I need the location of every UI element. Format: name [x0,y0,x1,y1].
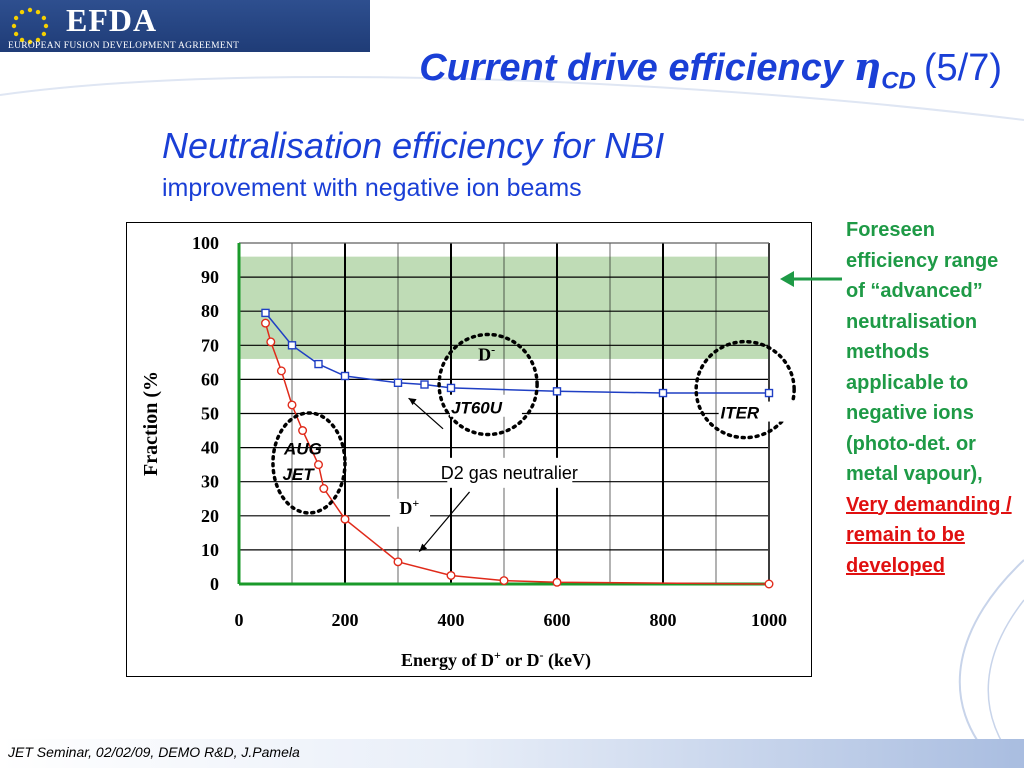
series-d-plus-line [264,322,770,585]
series-d-plus-point [340,514,350,524]
x-tick-label: 1000 [751,610,787,630]
y-tick-label: 90 [201,267,219,287]
d2-neutraliser-label: D2 gas neutralier [441,463,578,483]
footer-bar [0,739,1024,768]
series-d-plus-point [319,484,329,494]
series-d-minus-point [764,388,774,398]
y-tick-label: 50 [201,404,219,424]
title-counter: (5/7) [923,47,1002,89]
series-d-minus-point [420,380,429,389]
series-d-minus-point [340,371,350,381]
x-tick-label: 600 [544,610,571,630]
aug-label: AUG [283,439,322,458]
series-d-minus-point [261,308,270,318]
d2-pointer-lower [418,491,471,552]
x-tick-label: 0 [235,610,244,630]
y-tick-label: 70 [201,335,219,355]
series-d-plus-point [276,366,286,376]
y-tick-label: 60 [201,369,219,389]
title-symbol: η [853,44,882,89]
series-d-plus-point [313,460,323,470]
title-subscript: CD [881,67,916,95]
logo-text: EFDA [66,2,158,38]
side-note: Foreseen efficiency range of “advanced” … [846,215,1021,581]
d2-pointer-lower-head [419,543,428,552]
y-tick-label: 100 [192,233,219,253]
series-d-plus-point [499,576,509,586]
series-d-plus-point [298,426,308,436]
series-d-plus-point [287,400,297,410]
y-tick-label: 30 [201,472,219,492]
iter-label: ITER [720,404,759,423]
series-d-plus-point [552,577,562,587]
d2-pointer-upper-head [408,398,417,406]
title-main: Current drive efficiency [419,47,854,89]
series-d-minus-point [287,341,297,350]
efda-logo: EFDA EUROPEAN FUSION DEVELOPMENT AGREEME… [0,0,370,52]
jet-label: JET [282,465,315,484]
y-tick-label: 20 [201,506,219,526]
jt60u-label: JT60U [451,399,503,418]
series-d-minus-point [658,388,668,398]
footer-text: JET Seminar, 02/02/09, DEMO R&D, J.Pamel… [8,744,300,760]
x-axis-title: Energy of D+ or D- (keV) [401,648,591,671]
side-note-text: Foreseen efficiency range of “advanced” … [846,219,999,485]
d2-label-bg [447,457,573,488]
d2-pointer-upper [408,397,444,430]
series-d-minus-line [264,312,769,394]
eu-stars-icon [11,7,49,45]
y-tick-label: 80 [201,301,219,321]
band-arrow [780,271,842,287]
x-tick-label: 400 [438,610,465,630]
series-label-d-plus-bg [390,498,431,527]
iter-circle [694,339,796,440]
series-d-plus-point [393,557,403,567]
section-heading: Neutralisation efficiency for NBI [162,125,665,166]
jt60u-circle [437,332,539,437]
x-tick-label: 200 [332,610,359,630]
y-axis-title: Fraction (% [140,371,162,476]
section-subheading: improvement with negative ion beams [162,174,582,202]
side-note-warning: Very demanding / remain to be developed [846,493,1012,577]
series-d-plus-point [764,579,774,589]
chart-frame: 0 10 20 30 40 50 60 70 80 90 100 0 200 400 600 800 1000 E… [126,222,812,677]
y-tick-label: 0 [210,574,219,594]
series-label-d-minus: D- [478,343,495,365]
iter-label-bg [718,401,801,422]
series-label-d-plus: D+ [399,496,419,518]
slide-title: Current drive efficiency ηCD (5/7) [419,44,1002,96]
series-d-minus-point [446,383,456,393]
y-tick-label: 10 [201,540,219,560]
jt60u-label-bg [449,394,522,417]
band-arrow-head [780,271,794,287]
series-d-minus-point [393,378,403,388]
series-d-plus-point [446,570,456,580]
series-d-minus-point [552,387,562,396]
x-tick-label: 800 [650,610,677,630]
aug-jet-circle [271,411,347,515]
series-d-minus-point [314,359,323,369]
series-d-plus-point [260,318,270,328]
series-d-plus-point [266,337,276,347]
logo-subtitle: EUROPEAN FUSION DEVELOPMENT AGREEMENT [8,41,240,51]
y-tick-label: 40 [201,438,219,458]
